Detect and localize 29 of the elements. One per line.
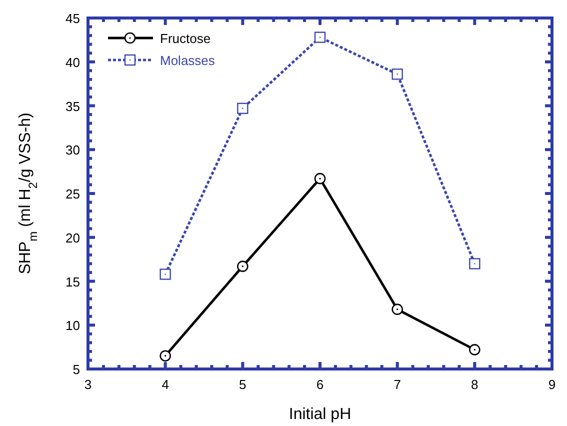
point [392,304,403,315]
x-axis-title: Initial pH [288,406,352,423]
x-tick-label: 7 [394,377,401,392]
point [160,268,171,280]
x-tick-label: 3 [84,377,92,392]
point [237,102,248,114]
point [392,68,403,80]
point [469,258,480,270]
legend-label: Molasses [160,53,216,68]
y-tick-label: 15 [66,274,80,290]
point [314,32,326,43]
x-tick-label: 8 [471,377,478,392]
x-tick-label: 6 [316,377,324,392]
y-tick-label: 35 [66,98,80,114]
point [314,172,326,184]
y-tick-label: 20 [66,230,80,246]
y-tick-label: 40 [66,54,80,70]
y-tick-label: 5 [72,362,80,377]
legend-label: Fructose [160,31,211,46]
x-tick-label: 4 [162,377,169,392]
y-tick-label: 25 [66,186,80,202]
point [160,350,171,362]
y-tick-label: 45 [66,11,80,26]
x-tick-label: 5 [239,377,246,392]
y-tick-label: 10 [66,318,80,334]
point [237,260,248,272]
x-tick-label: 9 [548,377,556,392]
y-tick-label: 30 [66,142,80,158]
point [469,344,480,356]
